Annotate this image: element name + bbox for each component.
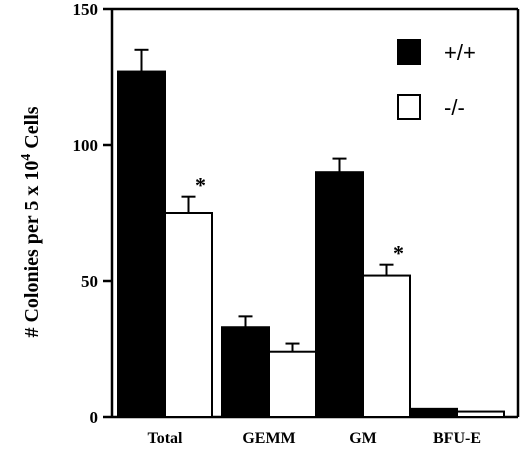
- bar-knockout-bfu-e: [456, 410, 505, 418]
- bar-wildtype-total: [117, 70, 166, 418]
- y-tick-label: 100: [73, 136, 99, 155]
- x-category-label: BFU-E: [433, 430, 481, 447]
- bar-knockout-gemm: [268, 350, 317, 418]
- legend-label-wildtype: +/+: [444, 40, 476, 65]
- significance-markers: **: [195, 173, 404, 266]
- y-axis-title-prefix: # Colonies per 5 x 10: [21, 161, 43, 338]
- legend-label-knockout: -/-: [444, 95, 465, 120]
- y-axis-label: # Colonies per 5 x 104 Cells: [19, 106, 43, 337]
- bar-knockout-gm: [362, 274, 411, 418]
- legend-swatch-knockout: [397, 94, 421, 120]
- significance-asterisk: *: [393, 241, 404, 266]
- x-category-label: GEMM: [242, 430, 295, 447]
- bar-knockout-total: [164, 212, 213, 418]
- y-axis-ticks: 0 50 100 150: [73, 0, 112, 427]
- y-axis-title-suffix: Cells: [21, 106, 43, 153]
- y-axis-title-superscript: 4: [19, 154, 34, 161]
- y-tick-label: 150: [73, 0, 99, 19]
- legend: +/+ -/-: [397, 39, 476, 120]
- error-bars: [134, 48, 394, 352]
- bar-wildtype-gemm: [221, 326, 270, 418]
- bar-wildtype-bfu-e: [409, 407, 458, 418]
- y-tick-label: 0: [90, 408, 99, 427]
- y-tick-label: 50: [81, 272, 98, 291]
- x-category-label: GM: [349, 430, 377, 447]
- bars: [117, 70, 505, 418]
- legend-swatch-wildtype: [397, 39, 421, 65]
- y-axis-title: # Colonies per 5 x 104 Cells: [19, 106, 43, 337]
- category-labels: Total GEMM GM BFU-E: [148, 430, 481, 447]
- x-category-label: Total: [148, 430, 184, 447]
- bar-wildtype-gm: [315, 171, 364, 418]
- significance-asterisk: *: [195, 173, 206, 198]
